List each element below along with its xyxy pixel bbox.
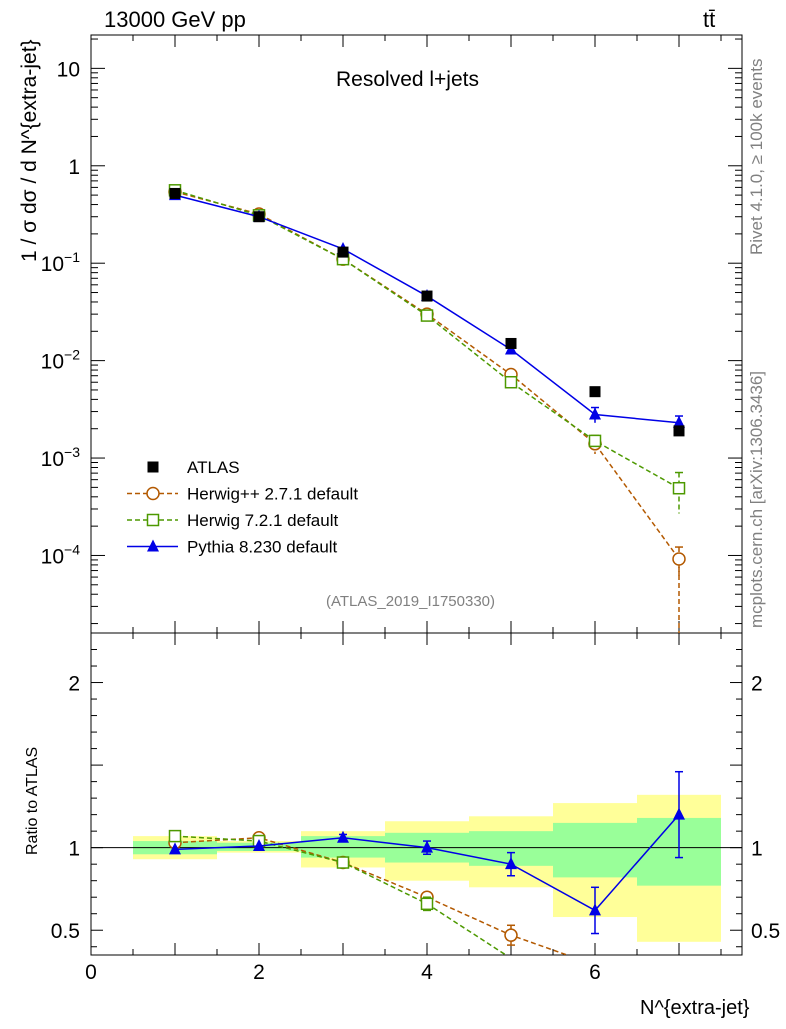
ratio-point-pythia-8-230-default [337,830,349,843]
data-point-herwig-7-2-1-default [420,309,434,322]
ratio-line-herwig-2-7-1-default [174,837,570,955]
data-point-atlas [337,246,349,258]
ratio-band-inner [301,836,385,858]
x-tick-label: 4 [421,961,433,984]
ratio-y-tick-label-left: 1 [68,838,80,861]
ratio-y-tick-label-left: 2 [68,673,80,696]
legend-marker-pythia-8-230-default [147,539,159,552]
ratio-point-pythia-8-230-default [421,840,433,853]
x-tick-label: 0 [85,961,97,984]
x-tick-label: 6 [589,961,601,984]
ratio-y-tick-label-right: 2 [751,673,763,696]
data-point-herwig-7-2-1-default [504,375,518,389]
ratio-point-pythia-8-230-default [589,903,601,916]
series-line-herwig-2-7-1-default [174,191,680,560]
rivet-version-label: Rivet 4.1.0, ≥ 100k events [747,59,766,255]
svg-text:1 / σ dσ / d N^{extra-jet}: 1 / σ dσ / d N^{extra-jet} [18,39,41,262]
legend-marker-herwig-7-2-1-default [146,513,160,527]
ratio-y-tick-label-right: 1 [751,838,763,861]
data-point-atlas [421,290,433,302]
data-point-herwig-2-7-1-default [672,552,686,566]
main-y-axis-title: 1 / σ dσ / d N^{extra-jet} [18,39,41,262]
ratio-y-tick-label-right: 0.5 [751,920,780,943]
ratio-point-pythia-8-230-default [673,807,685,820]
ratio-plot-frame [90,632,743,956]
ratio-point-herwig-7-2-1-default [168,829,182,843]
legend-label-atlas: ATLAS [187,458,240,477]
ratio-point-herwig-7-2-1-default [336,856,350,869]
data-point-herwig-7-2-1-default [588,434,602,448]
ratio-y-axis-title: Ratio to ATLAS [24,747,41,855]
y-tick-label: 10−2 [41,347,81,374]
y-tick-label: 1 [68,156,80,179]
legend-label-herwig-7-2-1-default: Herwig 7.2.1 default [187,511,338,530]
x-axis-title: N^{extra-jet} [640,997,750,1019]
legend: ATLAS Herwig++ 2.7.1 default Herwig 7.2.1 … [127,458,358,557]
ratio-band-inner [553,822,637,878]
axis-ticks: 0 2 4 6 10−4 10−3 10−2 10−1 1 10 0.5 0.5 1 1 2 2 [41,35,780,984]
data-point-atlas [169,187,181,199]
ratio-point-pythia-8-230-default [505,857,517,870]
main-y-axis-title-text: 1 / σ dσ / d N^{extra-jet} [18,39,41,262]
series-line-herwig-7-2-1-default [174,189,680,489]
mcplots-label: mcplots.cern.ch [arXiv:1306.3436] [747,371,766,628]
chart-title: Resolved l+jets [336,68,479,91]
main-series [168,184,686,633]
legend-label-pythia-8-230-default: Pythia 8.230 default [187,538,338,557]
data-point-atlas [253,211,265,223]
legend-label-herwig-2-7-1-default: Herwig++ 2.7.1 default [187,485,358,504]
process-label: tt̄ [703,7,715,32]
analysis-id-label: (ATLAS_2019_I1750330) [326,593,495,610]
y-tick-label: 10−4 [41,541,81,568]
x-tick-label: 2 [253,961,265,984]
ratio-point-herwig-7-2-1-default [420,897,434,911]
energy-label: 13000 GeV pp [104,7,246,32]
y-tick-label: 10−3 [41,444,81,471]
data-point-atlas [505,337,517,349]
ratio-series [168,770,685,955]
legend-marker-herwig-2-7-1-default [146,486,160,501]
ratio-point-herwig-2-7-1-default [504,928,518,942]
ratio-y-axis-title-text: Ratio to ATLAS [24,747,41,855]
y-tick-label: 10−1 [41,249,81,276]
data-point-herwig-7-2-1-default [672,481,686,495]
data-point-atlas [589,386,601,398]
data-point-atlas [673,425,685,437]
data-point-pythia-8-230-default [673,415,685,428]
ratio-point-pythia-8-230-default [169,842,181,855]
ratio-y-tick-label-left: 0.5 [51,920,80,943]
ratio-point-pythia-8-230-default [253,839,265,852]
legend-marker-atlas [147,461,159,473]
y-tick-label: 10 [57,58,80,81]
data-point-pythia-8-230-default [589,407,601,420]
